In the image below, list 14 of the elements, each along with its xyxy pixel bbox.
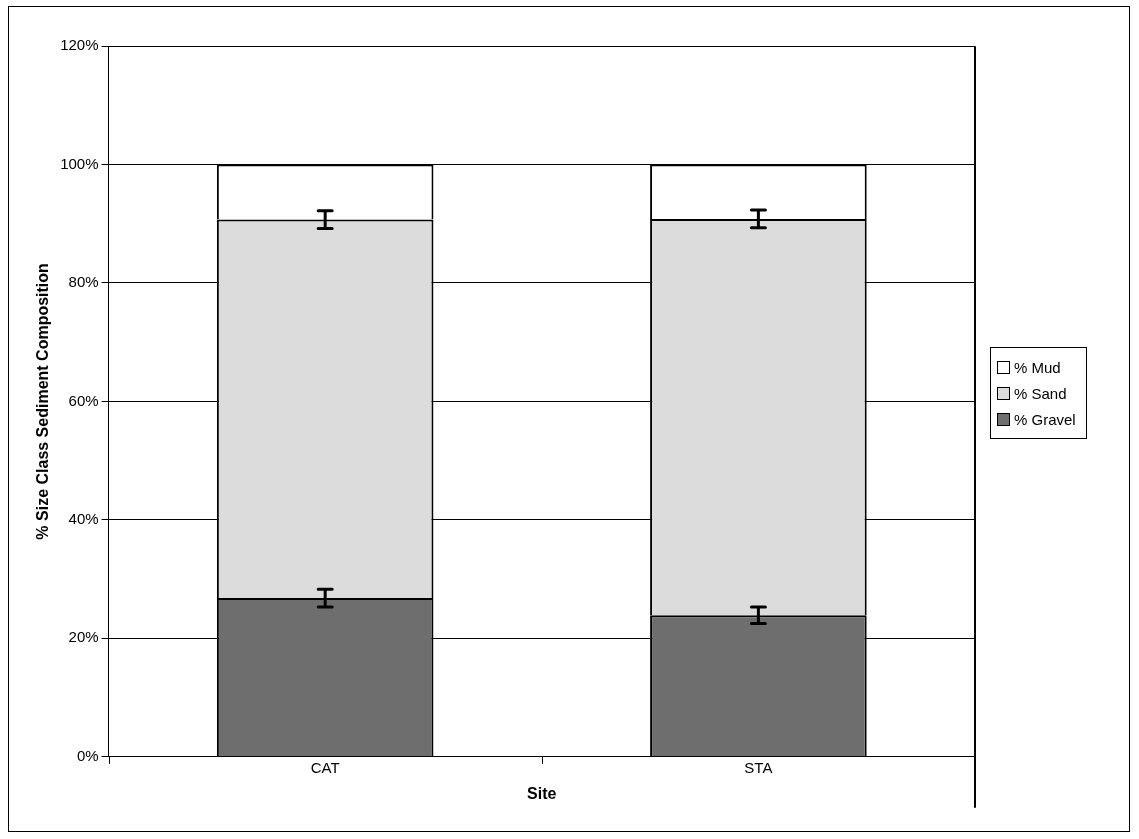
x-tick-label: STA: [744, 758, 773, 776]
legend-label: % Sand: [1014, 384, 1067, 402]
y-tick-label: 20%: [68, 628, 99, 646]
y-axis-title: % Size Class Sediment Composition: [34, 263, 52, 540]
y-tick-label: 40%: [68, 510, 99, 528]
y-tick-label: 0%: [76, 746, 99, 764]
y-tick-label: 120%: [60, 36, 99, 54]
legend-label: % Gravel: [1014, 410, 1076, 428]
y-tick-label: 60%: [68, 391, 99, 409]
text: % Mud: [1014, 358, 1061, 376]
y-tick-label: 100%: [60, 154, 99, 172]
x-axis-title: Site: [527, 784, 557, 802]
x-tick-label: CAT: [310, 758, 340, 776]
y-tick-label: 80%: [68, 273, 99, 291]
